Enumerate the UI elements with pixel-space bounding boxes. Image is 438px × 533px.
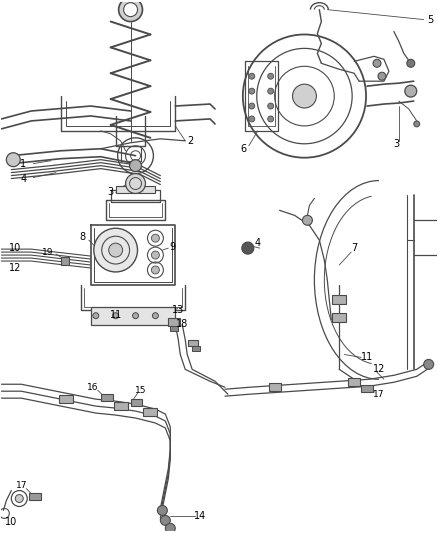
Circle shape xyxy=(130,160,141,172)
Bar xyxy=(144,408,157,416)
Text: 4: 4 xyxy=(20,174,26,183)
Text: 11: 11 xyxy=(110,310,122,320)
Text: 14: 14 xyxy=(194,511,206,521)
Text: 3: 3 xyxy=(108,188,114,197)
Circle shape xyxy=(378,72,386,80)
Text: 18: 18 xyxy=(176,319,188,329)
Bar xyxy=(101,394,113,401)
Bar xyxy=(168,318,180,326)
Text: 13: 13 xyxy=(172,305,184,314)
Circle shape xyxy=(242,242,254,254)
Text: 9: 9 xyxy=(169,242,175,252)
Circle shape xyxy=(373,59,381,67)
Circle shape xyxy=(424,359,434,369)
Bar xyxy=(61,257,69,265)
Circle shape xyxy=(249,73,255,79)
Circle shape xyxy=(126,174,145,193)
Bar xyxy=(131,399,142,406)
Text: 8: 8 xyxy=(80,232,86,242)
Text: 10: 10 xyxy=(5,518,18,527)
Circle shape xyxy=(249,103,255,109)
Text: 17: 17 xyxy=(373,390,385,399)
Circle shape xyxy=(268,116,274,122)
Text: 12: 12 xyxy=(9,263,21,273)
Text: 16: 16 xyxy=(87,383,99,392)
Circle shape xyxy=(119,0,142,21)
Text: 10: 10 xyxy=(9,243,21,253)
Circle shape xyxy=(268,103,274,109)
Circle shape xyxy=(249,88,255,94)
Text: 1: 1 xyxy=(20,159,26,168)
Circle shape xyxy=(407,59,415,67)
Text: 6: 6 xyxy=(241,144,247,154)
Bar xyxy=(332,295,346,304)
Bar xyxy=(188,340,198,346)
Bar xyxy=(332,313,346,321)
Bar xyxy=(268,383,281,391)
Bar xyxy=(59,395,73,403)
Bar xyxy=(116,185,155,193)
Text: 7: 7 xyxy=(351,243,357,253)
Circle shape xyxy=(152,266,159,274)
Bar xyxy=(361,385,373,392)
Circle shape xyxy=(94,228,138,272)
Circle shape xyxy=(249,116,255,122)
Circle shape xyxy=(133,313,138,319)
Circle shape xyxy=(152,251,159,259)
Circle shape xyxy=(157,505,167,515)
Text: 2: 2 xyxy=(187,136,193,146)
Circle shape xyxy=(268,73,274,79)
Circle shape xyxy=(7,153,20,167)
Circle shape xyxy=(152,234,159,242)
Circle shape xyxy=(15,495,23,503)
Text: 12: 12 xyxy=(373,365,385,374)
Bar xyxy=(170,326,178,330)
Circle shape xyxy=(303,215,312,225)
Text: 3: 3 xyxy=(394,139,400,149)
Text: 4: 4 xyxy=(254,238,261,248)
Bar xyxy=(29,492,41,499)
Circle shape xyxy=(124,3,138,17)
Circle shape xyxy=(152,313,159,319)
Circle shape xyxy=(414,121,420,127)
Text: 11: 11 xyxy=(361,352,373,362)
Circle shape xyxy=(165,523,175,533)
Circle shape xyxy=(93,313,99,319)
Bar xyxy=(192,346,200,351)
Circle shape xyxy=(268,88,274,94)
Text: 15: 15 xyxy=(135,386,146,395)
Text: 17: 17 xyxy=(15,481,27,490)
Circle shape xyxy=(113,313,119,319)
Bar xyxy=(348,378,360,386)
Bar xyxy=(114,402,127,410)
Circle shape xyxy=(160,515,170,526)
Circle shape xyxy=(109,243,123,257)
Text: 5: 5 xyxy=(427,14,434,25)
Bar xyxy=(91,307,175,325)
Circle shape xyxy=(405,85,417,97)
Text: 19: 19 xyxy=(42,248,54,256)
Circle shape xyxy=(293,84,316,108)
